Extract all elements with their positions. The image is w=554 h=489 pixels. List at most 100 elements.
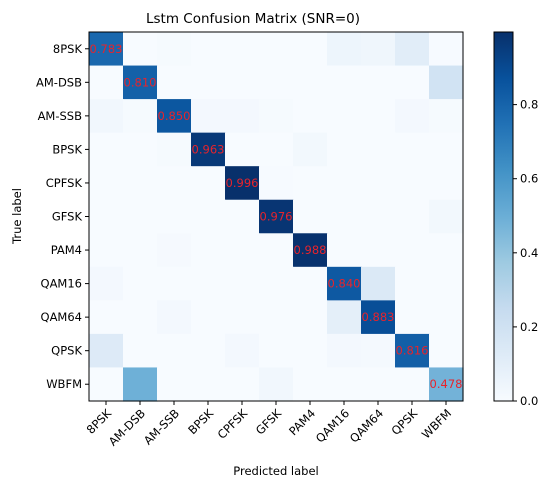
heatmap-cell bbox=[395, 300, 430, 335]
heatmap-cell bbox=[191, 32, 226, 67]
heatmap-cell bbox=[89, 300, 124, 335]
heatmap-cell bbox=[361, 65, 396, 100]
cell-value-label: 0.988 bbox=[294, 243, 327, 257]
x-tick-label: QPSK bbox=[388, 406, 420, 438]
heatmap-cell bbox=[429, 99, 464, 134]
heatmap-cell bbox=[89, 32, 124, 67]
y-tick-label: QAM16 bbox=[41, 277, 82, 291]
y-tick-label: BPSK bbox=[52, 142, 82, 156]
heatmap-cell bbox=[157, 32, 192, 67]
x-tick-label: QAM16 bbox=[313, 406, 352, 445]
heatmap-cell bbox=[327, 333, 362, 369]
y-axis-ticks: 8PSK AM-DSB AM-SSB BPSK CPFSK GFSK PAM4 QAM16 QA… bbox=[36, 42, 89, 391]
heatmap-cell bbox=[225, 266, 260, 301]
heatmap-cell bbox=[361, 367, 396, 402]
x-axis-label: Predicted label bbox=[233, 464, 318, 478]
heatmap-cell bbox=[225, 65, 260, 100]
x-tick-label: WBFM bbox=[419, 406, 454, 441]
heatmap-cell bbox=[327, 65, 362, 100]
heatmap-cell bbox=[327, 233, 362, 268]
x-tick-label: AM-DSB bbox=[106, 406, 148, 448]
heatmap-cell bbox=[89, 266, 124, 301]
heatmap-cell bbox=[123, 32, 158, 67]
heatmap-cell bbox=[89, 166, 124, 201]
y-tick-label: CPFSK bbox=[46, 176, 83, 190]
heatmap-cell bbox=[293, 32, 328, 67]
heatmap-cell bbox=[293, 132, 328, 167]
cell-value-label: 0.478 bbox=[430, 377, 463, 391]
heatmap-cell bbox=[293, 233, 328, 268]
colorbar-tick-label: 0.6 bbox=[520, 172, 538, 186]
cell-value-label: 0.783 bbox=[90, 42, 123, 56]
heatmap-cell bbox=[157, 99, 192, 134]
heatmap-cell bbox=[191, 132, 226, 167]
heatmap-cell bbox=[225, 166, 260, 201]
cell-value-label: 0.816 bbox=[396, 344, 429, 358]
heatmap-cell bbox=[327, 300, 362, 335]
heatmap-cell bbox=[293, 199, 328, 234]
heatmap-cell bbox=[429, 166, 464, 201]
heatmap-cell bbox=[429, 233, 464, 268]
heatmap-cell bbox=[259, 333, 294, 369]
heatmap-cell bbox=[395, 32, 430, 67]
cell-value-label: 0.963 bbox=[192, 142, 225, 156]
cell-value-label: 0.976 bbox=[260, 210, 293, 224]
y-tick-label: QPSK bbox=[51, 344, 82, 358]
heatmap-cell bbox=[259, 132, 294, 167]
heatmap-cell bbox=[327, 166, 362, 201]
y-tick-label: AM-SSB bbox=[38, 109, 83, 123]
heatmap-cell bbox=[123, 367, 158, 402]
heatmap-cell bbox=[191, 233, 226, 268]
heatmap-cell bbox=[123, 333, 158, 369]
heatmap-cell bbox=[225, 300, 260, 335]
heatmap-cell bbox=[259, 266, 294, 301]
heatmap-cell bbox=[259, 32, 294, 67]
heatmap-cell bbox=[191, 333, 226, 369]
x-tick-label: CPFSK bbox=[215, 406, 251, 442]
heatmap-cell bbox=[157, 65, 192, 100]
heatmap-cell bbox=[395, 367, 430, 402]
heatmap-cell bbox=[157, 266, 192, 301]
heatmap-cell bbox=[89, 199, 124, 234]
heatmap-cell bbox=[395, 99, 430, 134]
heatmap-cell bbox=[123, 132, 158, 167]
heatmap-cell bbox=[361, 99, 396, 134]
x-tick-label: PAM4 bbox=[286, 406, 318, 438]
heatmap-cell bbox=[157, 233, 192, 268]
heatmap-cell bbox=[429, 65, 464, 100]
x-tick-label: GFSK bbox=[253, 406, 285, 438]
heatmap-cell bbox=[361, 333, 396, 369]
colorbar-tick-label: 0.2 bbox=[520, 320, 538, 334]
heatmap-cell bbox=[293, 300, 328, 335]
heatmap-cell bbox=[395, 65, 430, 100]
heatmap-cell bbox=[225, 233, 260, 268]
heatmap-cell bbox=[191, 99, 226, 134]
heatmap-cell bbox=[123, 266, 158, 301]
heatmap-cell bbox=[429, 199, 464, 234]
heatmap-cell bbox=[157, 333, 192, 369]
colorbar-ticks: 0.0 0.2 0.4 0.6 0.8 bbox=[513, 98, 538, 408]
heatmap-cell bbox=[259, 166, 294, 201]
y-tick-label: WBFM bbox=[46, 377, 82, 391]
cell-value-label: 0.810 bbox=[124, 75, 157, 89]
heatmap-cell bbox=[361, 166, 396, 201]
heatmap-cell bbox=[123, 65, 158, 100]
heatmap-cell bbox=[361, 199, 396, 234]
heatmap-cell bbox=[89, 333, 124, 369]
heatmap-cell bbox=[191, 367, 226, 402]
x-tick-label: BPSK bbox=[185, 406, 216, 437]
heatmap-cell bbox=[293, 266, 328, 301]
cell-value-label: 0.850 bbox=[158, 109, 191, 123]
heatmap-cell bbox=[327, 132, 362, 167]
cell-value-label: 0.840 bbox=[328, 277, 361, 291]
heatmap-cell bbox=[191, 65, 226, 100]
y-tick-label: PAM4 bbox=[51, 243, 82, 257]
cell-value-label: 0.996 bbox=[226, 176, 259, 190]
heatmap-cell bbox=[259, 65, 294, 100]
heatmap-cell bbox=[395, 199, 430, 234]
heatmap-cell bbox=[327, 199, 362, 234]
y-tick-label: AM-DSB bbox=[36, 75, 82, 89]
heatmap-cell bbox=[123, 99, 158, 134]
heatmap-cell bbox=[429, 367, 464, 402]
